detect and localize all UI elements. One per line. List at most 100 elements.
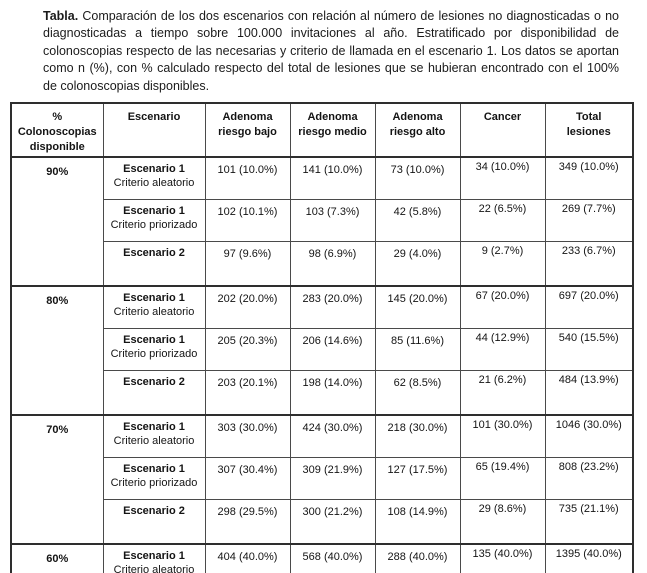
scenario-label: Escenario 1 [123, 163, 185, 175]
value-cell: 108 (14.9%) [374, 499, 460, 544]
value-cell: 349 (10.0%) [544, 157, 633, 200]
scenario-label: Escenario 1 [123, 334, 185, 346]
value-cell: 568 (40.0%) [289, 544, 375, 573]
table-row: Escenario 2 97 (9.6%) 98 (6.9%) 29 (4.0%… [11, 241, 633, 286]
value-cell: 206 (14.6%) [289, 328, 375, 371]
value-cell: 34 (10.0%) [459, 157, 545, 200]
scenario-label: Escenario 1 [123, 463, 185, 475]
value-cell: 198 (14.0%) [289, 370, 375, 415]
value-cell: 283 (20.0%) [289, 286, 375, 329]
value-cell: 101 (30.0%) [459, 415, 545, 458]
scenario-cell: Escenario 2 [102, 499, 205, 544]
criterion-label: Criterio aleatorio [113, 176, 195, 189]
value-cell: 205 (20.3%) [204, 328, 290, 371]
criterion-label: Criterio aleatorio [113, 434, 195, 447]
comparison-table: % Colonoscopias disponible Escenario Ade… [10, 102, 634, 573]
value-cell: 697 (20.0%) [544, 286, 633, 329]
header-col-adenoma-bajo: Adenoma riesgo bajo [204, 103, 290, 157]
header-col-availability: % Colonoscopias disponible [10, 103, 103, 157]
value-cell: 127 (17.5%) [374, 457, 460, 500]
header-col-cancer: Cancer [459, 103, 545, 157]
value-cell: 808 (23.2%) [544, 457, 633, 500]
scenario-label: Escenario 2 [123, 505, 185, 517]
value-cell: 65 (19.4%) [459, 457, 545, 500]
criterion-label: Criterio priorizado [110, 476, 198, 489]
scenario-label: Escenario 2 [123, 247, 185, 259]
criterion-label: Criterio aleatorio [113, 563, 195, 573]
value-cell: 135 (40.0%) [459, 544, 545, 573]
value-cell: 218 (30.0%) [374, 415, 460, 458]
value-cell: 9 (2.7%) [459, 241, 545, 286]
value-cell: 44 (12.9%) [459, 328, 545, 371]
value-cell: 29 (4.0%) [374, 241, 460, 286]
table-row: 70% Escenario 1 Criterio aleatorio 303 (… [10, 415, 633, 544]
value-cell: 298 (29.5%) [204, 499, 290, 544]
scenario-label: Escenario 1 [123, 421, 185, 433]
value-cell: 303 (30.0%) [204, 415, 290, 458]
value-cell: 62 (8.5%) [374, 370, 460, 415]
caption-text: Comparación de los dos escenarios con re… [43, 9, 619, 93]
value-cell: 404 (40.0%) [204, 544, 290, 573]
value-cell: 141 (10.0%) [289, 157, 375, 200]
scenario-cell: Escenario 2 [102, 241, 205, 286]
value-cell: 424 (30.0%) [289, 415, 375, 458]
scenario-cell: Escenario 1 Criterio aleatorio [102, 157, 205, 200]
value-cell: 145 (20.0%) [374, 286, 460, 329]
value-cell: 102 (10.1%) [204, 199, 290, 242]
table-caption: Tabla. Comparación de los dos escenarios… [43, 8, 619, 95]
table-row: Escenario 1 Criterio priorizado 205 (20.… [11, 328, 633, 371]
header-row: % Colonoscopias disponible Escenario Ade… [10, 103, 633, 157]
scenario-label: Escenario 1 [123, 205, 185, 217]
value-cell: 42 (5.8%) [374, 199, 460, 242]
header-col-total-lesiones: Total lesiones [544, 103, 633, 157]
availability-cell: 80% [10, 286, 103, 415]
group-70: 70% Escenario 1 Criterio aleatorio 303 (… [10, 415, 633, 544]
group-80: 80% Escenario 1 Criterio aleatorio 202 (… [10, 286, 633, 415]
value-cell: 73 (10.0%) [374, 157, 460, 200]
scenario-cell: Escenario 1 Criterio aleatorio [102, 415, 205, 458]
group-60: 60% Escenario 1 Criterio aleatorio 404 (… [10, 544, 633, 573]
table-header: % Colonoscopias disponible Escenario Ade… [10, 103, 633, 157]
value-cell: 85 (11.6%) [374, 328, 460, 371]
scenario-cell: Escenario 2 [102, 370, 205, 415]
value-cell: 300 (21.2%) [289, 499, 375, 544]
caption-label: Tabla. [43, 9, 79, 23]
table-row: Escenario 2 298 (29.5%) 300 (21.2%) 108 … [11, 499, 633, 544]
table-row: 60% Escenario 1 Criterio aleatorio 404 (… [10, 544, 633, 573]
table-row: Escenario 1 Criterio priorizado 307 (30.… [11, 457, 633, 500]
criterion-label: Criterio aleatorio [113, 305, 195, 318]
availability-cell: 70% [10, 415, 103, 544]
value-cell: 21 (6.2%) [459, 370, 545, 415]
scenario-cell: Escenario 1 Criterio priorizado [102, 457, 205, 500]
scenario-label: Escenario 1 [123, 550, 185, 562]
table-row: Escenario 1 Criterio priorizado 102 (10.… [11, 199, 633, 242]
scenario-label: Escenario 1 [123, 292, 185, 304]
group-90: 90% Escenario 1 Criterio aleatorio 101 (… [10, 157, 633, 286]
table-row: Escenario 2 203 (20.1%) 198 (14.0%) 62 (… [11, 370, 633, 415]
table-row: 80% Escenario 1 Criterio aleatorio 202 (… [10, 286, 633, 415]
header-col-adenoma-medio: Adenoma riesgo medio [289, 103, 375, 157]
criterion-label: Criterio priorizado [110, 347, 198, 360]
value-cell: 29 (8.6%) [459, 499, 545, 544]
header-col-escenario: Escenario [102, 103, 205, 157]
value-cell: 540 (15.5%) [544, 328, 633, 371]
value-cell: 484 (13.9%) [544, 370, 633, 415]
value-cell: 1395 (40.0%) [544, 544, 633, 573]
value-cell: 307 (30.4%) [204, 457, 290, 500]
scenario-label: Escenario 2 [123, 376, 185, 388]
value-cell: 233 (6.7%) [544, 241, 633, 286]
value-cell: 97 (9.6%) [204, 241, 290, 286]
value-cell: 67 (20.0%) [459, 286, 545, 329]
value-cell: 288 (40.0%) [374, 544, 460, 573]
value-cell: 269 (7.7%) [544, 199, 633, 242]
scenario-cell: Escenario 1 Criterio priorizado [102, 328, 205, 371]
availability-cell: 90% [10, 157, 103, 286]
value-cell: 103 (7.3%) [289, 199, 375, 242]
value-cell: 22 (6.5%) [459, 199, 545, 242]
header-col-adenoma-alto: Adenoma riesgo alto [374, 103, 460, 157]
value-cell: 735 (21.1%) [544, 499, 633, 544]
scenario-cell: Escenario 1 Criterio aleatorio [102, 286, 205, 329]
criterion-label: Criterio priorizado [110, 218, 198, 231]
table-row: 90% Escenario 1 Criterio aleatorio 101 (… [10, 157, 633, 286]
value-cell: 309 (21.9%) [289, 457, 375, 500]
